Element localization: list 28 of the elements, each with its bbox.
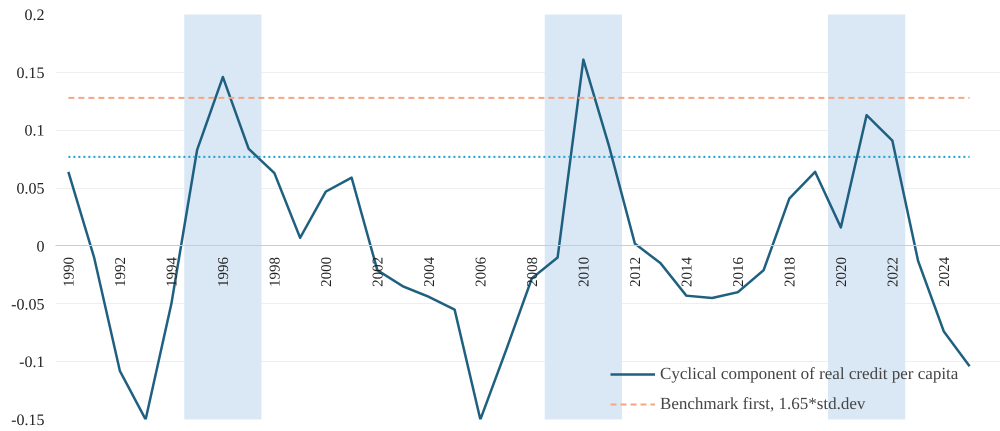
x-tick-label: 2000 [318,256,335,287]
x-tick-label: 2024 [936,256,953,287]
x-tick-label: 1990 [61,256,78,287]
y-tick-label: -0.1 [19,354,44,372]
y-tick-label: -0.05 [11,296,44,314]
y-tick-label: 0.05 [16,180,44,198]
x-tick-label: 2010 [576,256,592,287]
y-tick-label: -0.15 [11,412,44,429]
x-tick-label: 2002 [370,256,386,287]
x-tick-label: 2004 [422,256,438,287]
x-tick-label: 2012 [628,256,644,287]
x-tick-label: 2016 [730,256,747,287]
y-tick-label: 0 [36,238,44,256]
x-tick-label: 1996 [216,256,232,287]
legend-label: Benchmark first, 1.65*std.dev [660,394,866,414]
x-tick-label: 2020 [834,256,850,287]
legend-label: Cyclical component of real credit per capita [660,364,958,384]
x-tick-label: 1992 [112,256,129,287]
x-tick-label: 1998 [267,256,284,287]
x-tick-label: 2018 [782,256,798,287]
x-tick-label: 2006 [473,256,490,287]
x-tick-label: 2008 [524,256,541,287]
y-tick-label: 0.1 [24,122,44,140]
y-tick-label: 0.2 [24,7,44,24]
y-tick-label: 0.15 [16,64,44,82]
x-tick-label: 1994 [164,256,180,287]
x-tick-label: 2014 [679,256,696,287]
x-tick-label: 2022 [885,256,902,287]
